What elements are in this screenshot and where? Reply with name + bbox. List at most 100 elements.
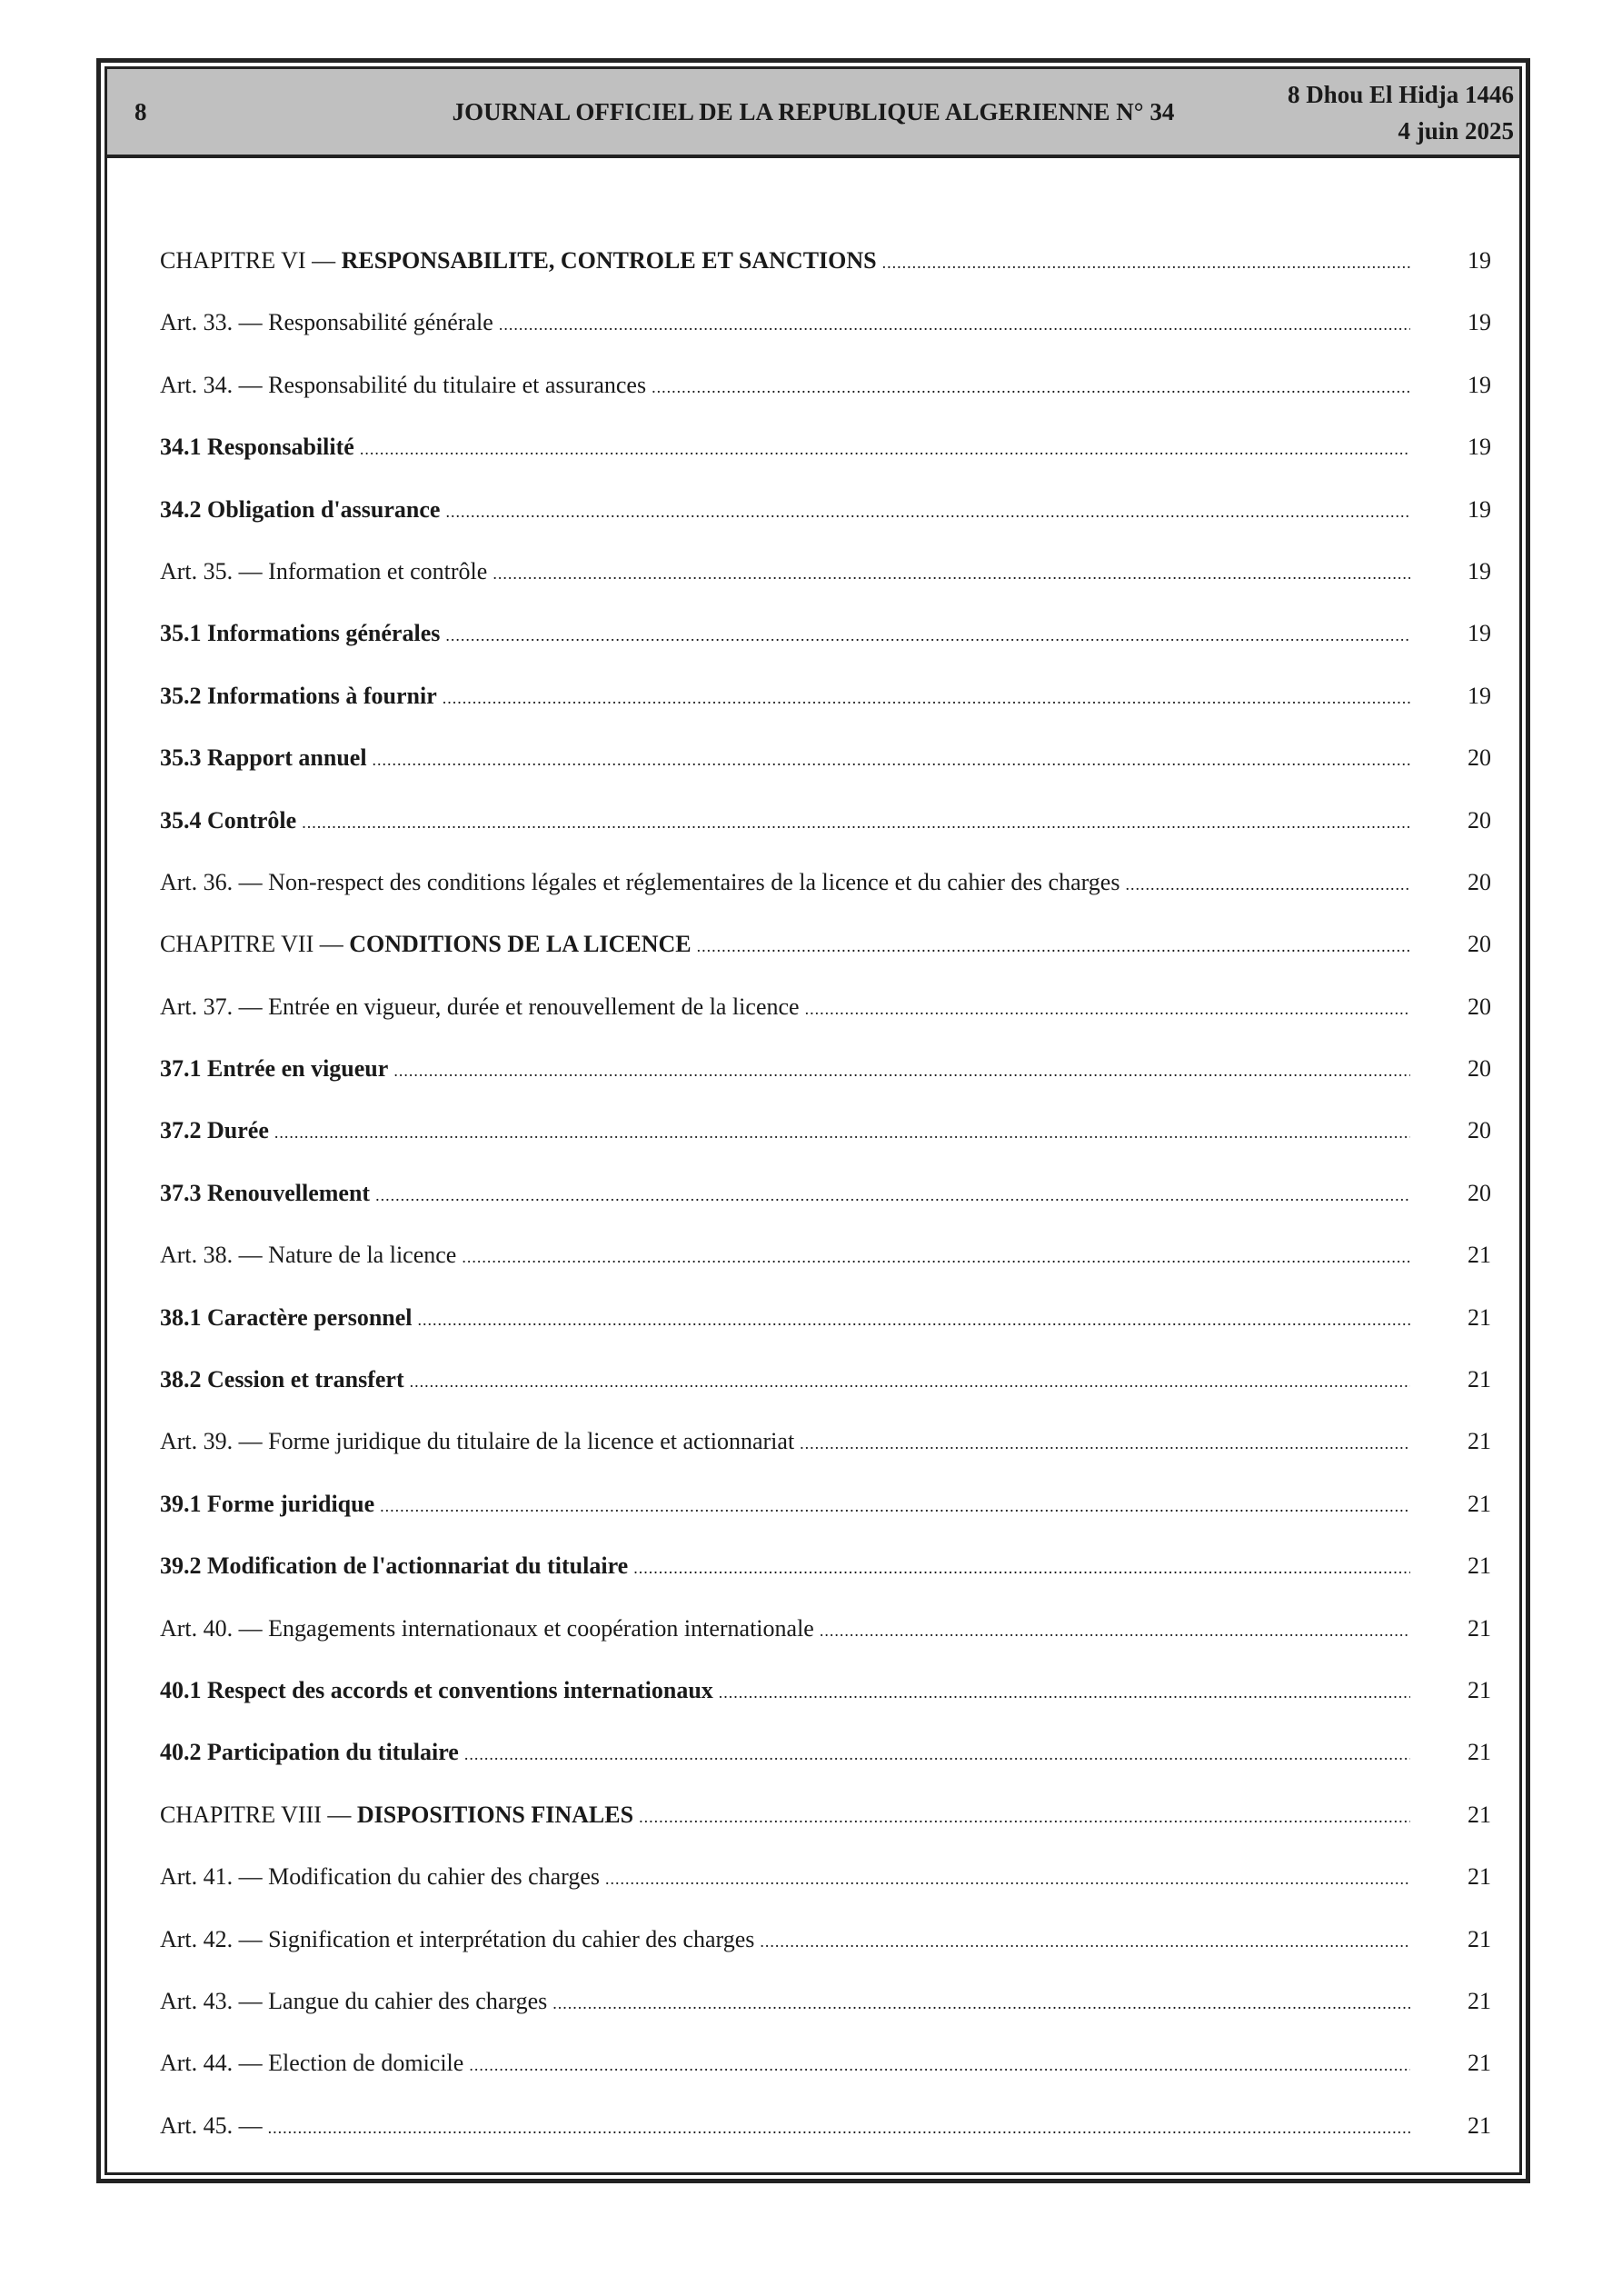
toc-entry-prefix: Art. 45. — [160, 2111, 263, 2139]
toc-entry-title: 35.2 Informations à fournir [160, 682, 437, 709]
toc-entry-label: 37.2 Durée [160, 1117, 269, 1144]
toc-page-number: 21 [1468, 1614, 1491, 1642]
toc-entry-prefix: Art. 33. — [160, 309, 269, 336]
toc-entry-label: 35.3 Rapport annuel [160, 744, 367, 772]
dot-leader [268, 2112, 1410, 2140]
dot-leader [410, 1366, 1410, 1393]
toc-page-number: 20 [1468, 1179, 1491, 1206]
toc-entry-title: Nature de la licence [268, 1242, 457, 1269]
toc-article: Art. 37. — Entrée en vigueur, durée et r… [160, 993, 1499, 1055]
dot-leader [697, 931, 1410, 958]
dot-leader [443, 683, 1410, 710]
toc-article: Art. 38. — Nature de la licence 21 [160, 1242, 1499, 1303]
toc-section: 39.2 Modification de l'actionnariat du t… [160, 1552, 1499, 1614]
toc-entry-label: CHAPITRE VI — RESPONSABILITE, CONTROLE E… [160, 247, 877, 275]
toc-entry-label: 34.2 Obligation d'assurance [160, 496, 440, 524]
toc-section: 35.4 Contrôle 20 [160, 807, 1499, 869]
toc-entry-prefix: Art. 34. — [160, 371, 269, 398]
toc-entry-title: CONDITIONS DE LA LICENCE [349, 931, 692, 958]
dot-leader [445, 620, 1410, 647]
toc-entry-title: Modification du cahier des charges [268, 1863, 601, 1891]
toc-page-number: 21 [1468, 1303, 1491, 1331]
toc-page-number: 21 [1468, 2111, 1491, 2139]
toc-section: 34.2 Obligation d'assurance 19 [160, 496, 1499, 558]
toc-entry-label: 38.2 Cession et transfert [160, 1366, 404, 1393]
toc-page-number: 19 [1468, 434, 1491, 461]
toc-page-number: 21 [1468, 2050, 1491, 2077]
dot-leader [605, 1863, 1410, 1891]
dot-leader [380, 1491, 1410, 1518]
toc-section: 38.1 Caractère personnel 21 [160, 1304, 1499, 1366]
toc-entry-prefix: CHAPITRE VI — [160, 247, 342, 274]
toc-page-number: 20 [1468, 1055, 1491, 1083]
toc-page-number: 19 [1468, 495, 1491, 523]
toc-entry-label: 34.1 Responsabilité [160, 434, 354, 461]
toc-page-number: 21 [1468, 1863, 1491, 1891]
toc-entry-title: Non-respect des conditions légales et ré… [268, 868, 1120, 895]
toc-section: 35.3 Rapport annuel 20 [160, 744, 1499, 806]
toc-article: Art. 45. — 21 [160, 2112, 1499, 2174]
dot-leader [652, 372, 1410, 399]
toc-entry-prefix: Art. 38. — [160, 1242, 269, 1269]
toc-entry-label: 39.2 Modification de l'actionnariat du t… [160, 1552, 628, 1580]
toc-entry-title: 40.2 Participation du titulaire [160, 1739, 459, 1766]
toc-entry-prefix: Art. 44. — [160, 2050, 269, 2077]
dot-leader [639, 1802, 1410, 1829]
toc-entry-prefix: Art. 41. — [160, 1863, 269, 1891]
toc-page-number: 20 [1468, 993, 1491, 1020]
dot-leader [552, 1988, 1410, 2015]
toc-entry-title: 38.1 Caractère personnel [160, 1303, 413, 1331]
toc-entry-label: 35.2 Informations à fournir [160, 683, 437, 710]
toc-entry-label: 39.1 Forme juridique [160, 1491, 374, 1518]
toc-section: 35.2 Informations à fournir 19 [160, 683, 1499, 744]
toc-entry-label: 37.1 Entrée en vigueur [160, 1055, 388, 1083]
toc-entry-label: Art. 36. — Non-respect des conditions lé… [160, 869, 1119, 896]
toc-entry-label: 35.4 Contrôle [160, 807, 296, 834]
toc-entry-title: Engagements internationaux et coopératio… [268, 1614, 814, 1642]
toc-entry-label: Art. 43. — Langue du cahier des charges [160, 1988, 547, 2015]
dot-leader [760, 1926, 1410, 1953]
toc-page-number: 19 [1468, 620, 1491, 647]
toc-chapter: CHAPITRE VI — RESPONSABILITE, CONTROLE E… [160, 247, 1499, 309]
journal-header: 8 JOURNAL OFFICIEL DE LA REPUBLIQUE ALGE… [107, 69, 1519, 158]
toc-entry-label: Art. 33. — Responsabilité générale [160, 309, 493, 336]
dot-leader [499, 309, 1410, 336]
toc-entry-prefix: Art. 42. — [160, 1925, 269, 1952]
toc-article: Art. 35. — Information et contrôle 19 [160, 558, 1499, 620]
toc-entry-prefix: Art. 39. — [160, 1428, 269, 1455]
toc-section: 34.1 Responsabilité 19 [160, 434, 1499, 495]
toc-entry-label: CHAPITRE VIII — DISPOSITIONS FINALES [160, 1802, 633, 1829]
toc-page-number: 21 [1468, 1490, 1491, 1517]
toc-article: Art. 34. — Responsabilité du titulaire e… [160, 372, 1499, 434]
toc-entry-prefix: CHAPITRE VIII — [160, 1801, 357, 1828]
toc-section: 40.2 Participation du titulaire 21 [160, 1739, 1499, 1801]
dot-leader [393, 1055, 1410, 1083]
toc-page-number: 21 [1468, 1242, 1491, 1269]
dot-leader [418, 1304, 1410, 1332]
toc-entry-title: Signification et interprétation du cahie… [268, 1925, 755, 1952]
toc-chapter: CHAPITRE VIII — DISPOSITIONS FINALES 21 [160, 1802, 1499, 1863]
toc-chapter: CHAPITRE VII — CONDITIONS DE LA LICENCE 2… [160, 931, 1499, 993]
toc-entry-prefix: Art. 43. — [160, 1987, 269, 2014]
toc-entry-title: 39.1 Forme juridique [160, 1490, 375, 1517]
toc-page-number: 19 [1468, 309, 1491, 336]
toc-page-number: 21 [1468, 1925, 1491, 1952]
toc-section: 38.2 Cession et transfert 21 [160, 1366, 1499, 1428]
toc-page-number: 19 [1468, 557, 1491, 584]
toc-page-number: 20 [1468, 744, 1491, 772]
toc-article: Art. 42. — Signification et interprétati… [160, 1926, 1499, 1988]
dot-leader [445, 496, 1410, 524]
toc-section: 37.2 Durée 20 [160, 1117, 1499, 1179]
dot-leader [719, 1677, 1410, 1704]
toc-article: Art. 39. — Forme juridique du titulaire … [160, 1428, 1499, 1490]
toc-entry-label: Art. 41. — Modification du cahier des ch… [160, 1863, 600, 1891]
toc-entry-label: Art. 38. — Nature de la licence [160, 1242, 456, 1269]
toc-page-number: 21 [1468, 1739, 1491, 1766]
date-hijri: 8 Dhou El Hidja 1446 [1287, 81, 1514, 108]
toc-entry-label: Art. 45. — [160, 2112, 263, 2140]
journal-title: JOURNAL OFFICIEL DE LA REPUBLIQUE ALGERI… [452, 98, 1175, 125]
toc-page-number: 21 [1468, 1366, 1491, 1393]
dot-leader [274, 1117, 1410, 1144]
toc-entry-title: 34.1 Responsabilité [160, 434, 354, 461]
toc-entry-title: Responsabilité générale [268, 309, 493, 336]
